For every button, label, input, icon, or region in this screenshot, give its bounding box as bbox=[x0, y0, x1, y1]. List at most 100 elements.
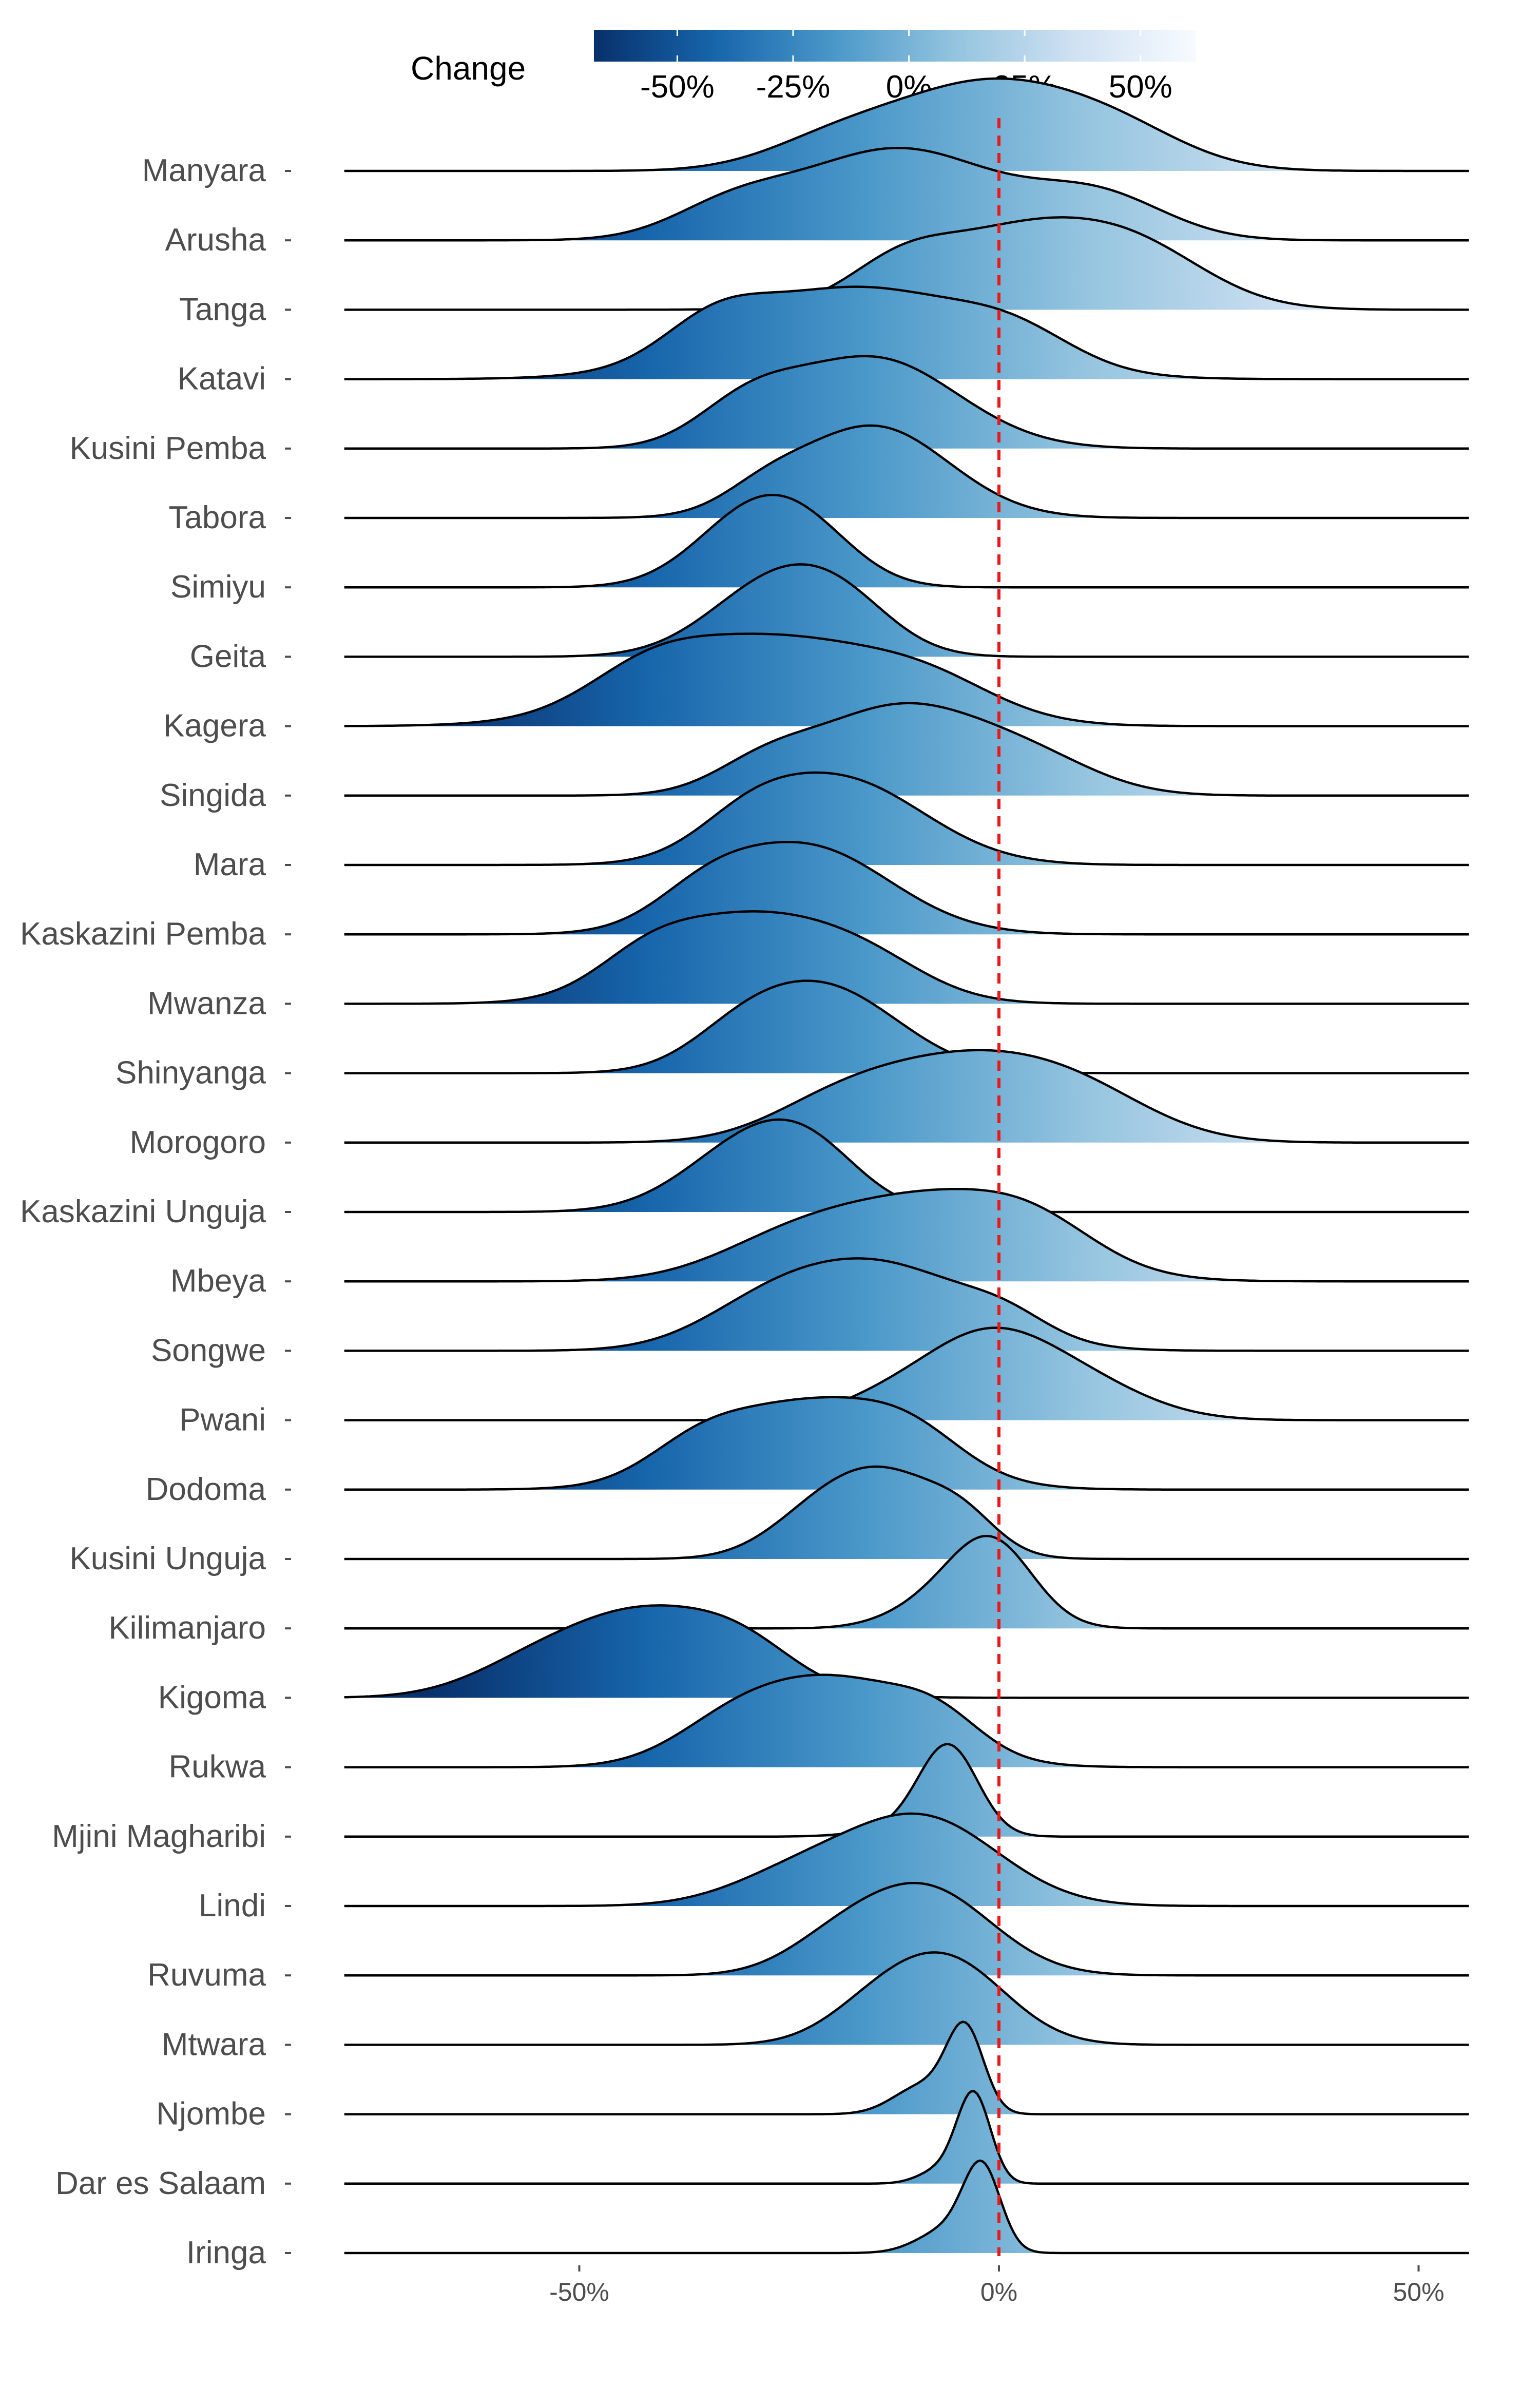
y-axis-label: Mbeya bbox=[170, 1263, 266, 1299]
y-axis-label: Geita bbox=[190, 639, 266, 674]
y-axis-label: Pwani bbox=[179, 1402, 266, 1438]
ridge bbox=[344, 979, 1469, 1074]
x-tick-label: 50% bbox=[1393, 2278, 1444, 2306]
ridge-area bbox=[344, 1327, 1469, 1420]
ridge-outline bbox=[344, 2090, 1469, 2185]
legend-tick-label: 50% bbox=[1109, 69, 1172, 105]
ridge-outline bbox=[344, 1465, 1469, 1561]
y-axis-label: Manyara bbox=[142, 153, 266, 188]
y-axis-label: Tanga bbox=[179, 292, 266, 327]
y-axis-label: Tabora bbox=[168, 500, 266, 535]
ridge bbox=[344, 493, 1469, 589]
ridge-outline bbox=[344, 146, 1469, 242]
ridge-area bbox=[344, 773, 1469, 865]
ridge-area bbox=[344, 1814, 1469, 1906]
ridge-area bbox=[344, 1674, 1469, 1767]
ridge-outline bbox=[344, 1396, 1469, 1491]
ridge-outline bbox=[344, 77, 1469, 172]
ridge-area bbox=[344, 1883, 1469, 1976]
y-axis-label: Kaskazini Pemba bbox=[20, 916, 266, 952]
y-axis-label: Songwe bbox=[151, 1333, 266, 1368]
ridge-area bbox=[344, 1258, 1469, 1351]
ridge bbox=[344, 1812, 1469, 1908]
y-axis-label: Kusini Pemba bbox=[69, 431, 266, 466]
ridge-outline bbox=[344, 285, 1469, 380]
ridge-outline bbox=[344, 910, 1469, 1005]
y-axis-label: Kusini Unguja bbox=[69, 1541, 266, 1576]
y-axis-label: Mtwara bbox=[162, 2027, 266, 2062]
y-axis-label: Dar es Salaam bbox=[55, 2166, 266, 2201]
y-axis-label: Kigoma bbox=[158, 1680, 266, 1715]
x-axis: -50% 0% 50% bbox=[549, 2265, 1445, 2306]
ridge bbox=[344, 1187, 1469, 1283]
ridges bbox=[344, 77, 1469, 2255]
y-axis-label: Katavi bbox=[178, 361, 266, 397]
ridge bbox=[344, 1465, 1469, 1561]
y-axis-label: Iringa bbox=[186, 2235, 266, 2270]
ridge-outline bbox=[344, 1881, 1469, 1977]
ridge bbox=[344, 146, 1469, 242]
y-axis-label: Mwanza bbox=[147, 986, 266, 1021]
legend-title: Change bbox=[411, 50, 526, 87]
ridge bbox=[344, 702, 1469, 797]
ridge bbox=[344, 1257, 1469, 1352]
y-axis-label: Morogoro bbox=[130, 1125, 266, 1160]
ridge-area bbox=[344, 426, 1469, 518]
y-axis-label: Lindi bbox=[199, 1888, 266, 1923]
legend-tick-label: -25% bbox=[756, 69, 831, 105]
ridge-area bbox=[344, 1952, 1469, 2045]
ridge-outline bbox=[344, 1326, 1469, 1421]
ridge-outline bbox=[344, 2159, 1469, 2255]
ridge bbox=[344, 1396, 1469, 1491]
ridge bbox=[344, 1326, 1469, 1421]
ridge bbox=[344, 424, 1469, 519]
ridge-outline bbox=[344, 1673, 1469, 1768]
ridge-outline bbox=[344, 1049, 1469, 1144]
ridge-area bbox=[344, 1050, 1469, 1143]
ridge-outline bbox=[344, 1257, 1469, 1352]
ridge-area bbox=[344, 1605, 1469, 1698]
ridge bbox=[344, 771, 1469, 867]
y-axis-label: Kagera bbox=[163, 708, 266, 744]
ridge-area bbox=[344, 1536, 1469, 1629]
ridge-outline bbox=[344, 1812, 1469, 1908]
ridge-area bbox=[344, 842, 1469, 935]
ridge bbox=[344, 910, 1469, 1005]
ridge bbox=[344, 563, 1469, 658]
y-axis-label: Shinyanga bbox=[116, 1055, 266, 1091]
y-axis-label: Mjini Magharibi bbox=[52, 1819, 266, 1854]
ridge-area bbox=[344, 2161, 1469, 2253]
ridge-outline bbox=[344, 2020, 1469, 2115]
ridge bbox=[344, 1049, 1469, 1144]
ridge-outline bbox=[344, 1951, 1469, 2046]
ridge-area bbox=[344, 356, 1469, 449]
y-axis-labels: Manyara Arusha Tanga Katavi Kusini Pemba Tabo… bbox=[20, 153, 291, 2270]
ridge-outline bbox=[344, 979, 1469, 1074]
ridge-outline bbox=[344, 424, 1469, 519]
ridge-outline bbox=[344, 702, 1469, 797]
ridge-area bbox=[344, 217, 1469, 310]
ridge-area bbox=[344, 79, 1469, 171]
ridge-area bbox=[344, 286, 1469, 379]
legend-colorbar bbox=[594, 30, 1196, 62]
y-axis-label: Ruvuma bbox=[147, 1957, 266, 1993]
ridge bbox=[344, 77, 1469, 172]
ridge bbox=[344, 1881, 1469, 1977]
x-tick-label: -50% bbox=[549, 2278, 609, 2306]
ridge-outline bbox=[344, 1187, 1469, 1283]
y-axis-label: Arusha bbox=[165, 222, 266, 258]
ridge bbox=[344, 632, 1469, 727]
y-axis-label: Singida bbox=[160, 778, 266, 813]
ridge bbox=[344, 840, 1469, 936]
ridge bbox=[344, 1534, 1469, 1630]
x-tick-label: 0% bbox=[980, 2278, 1017, 2306]
ridge-outline bbox=[344, 632, 1469, 727]
ridge bbox=[344, 285, 1469, 380]
ridge-outline bbox=[344, 1743, 1469, 1838]
ridge-area bbox=[344, 1189, 1469, 1282]
y-axis-label: Dodoma bbox=[146, 1472, 266, 1507]
ridge-area bbox=[344, 703, 1469, 796]
ridge-outline bbox=[344, 563, 1469, 658]
